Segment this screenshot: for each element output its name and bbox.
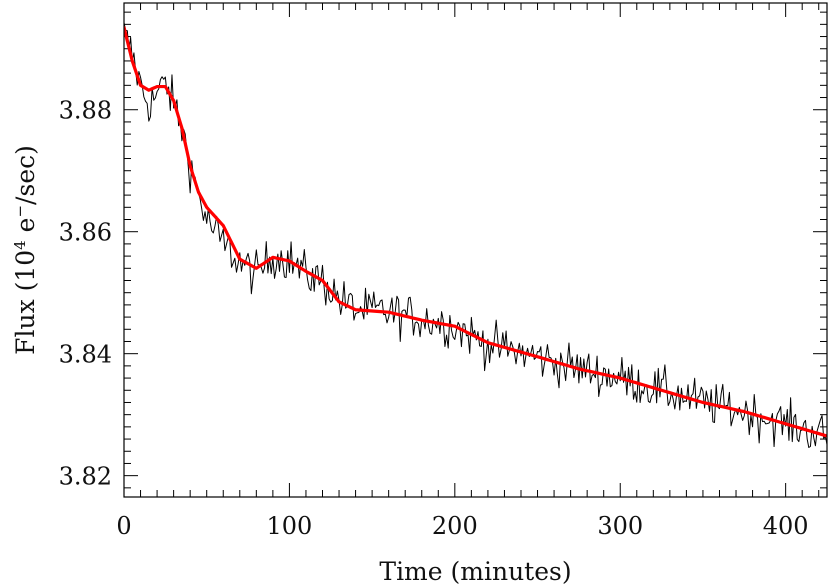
y-axis-title-unit: e <box>11 218 40 241</box>
y-axis-title: Flux (104 e−/sec) <box>11 145 40 355</box>
y-tick-label: 3.86 <box>59 219 112 247</box>
plot-frame <box>123 2 828 498</box>
y-axis-title-exponent: 4 <box>11 240 29 250</box>
y-tick-label: 3.82 <box>59 463 112 491</box>
y-tick-labels: 3.82 3.84 3.86 3.88 <box>59 97 112 491</box>
x-tick-label: 400 <box>763 512 809 540</box>
x-tick-labels: 0 100 200 300 400 <box>116 512 808 540</box>
y-axis-title-prefix: Flux (10 <box>11 250 40 355</box>
y-axis-title-unit-superscript: − <box>11 205 29 218</box>
x-axis-title: Time (minutes) <box>379 557 571 586</box>
x-tick-label: 200 <box>432 512 478 540</box>
x-tick-label: 300 <box>597 512 643 540</box>
x-tick-label: 0 <box>116 512 131 540</box>
plot-area <box>124 22 827 449</box>
y-tick-label: 3.84 <box>59 341 112 369</box>
x-tick-label: 100 <box>267 512 313 540</box>
series-fit-curve <box>124 25 827 438</box>
y-tick-label: 3.88 <box>59 97 112 125</box>
tick-marks <box>123 3 827 497</box>
y-axis-title-suffix: /sec) <box>11 145 40 205</box>
